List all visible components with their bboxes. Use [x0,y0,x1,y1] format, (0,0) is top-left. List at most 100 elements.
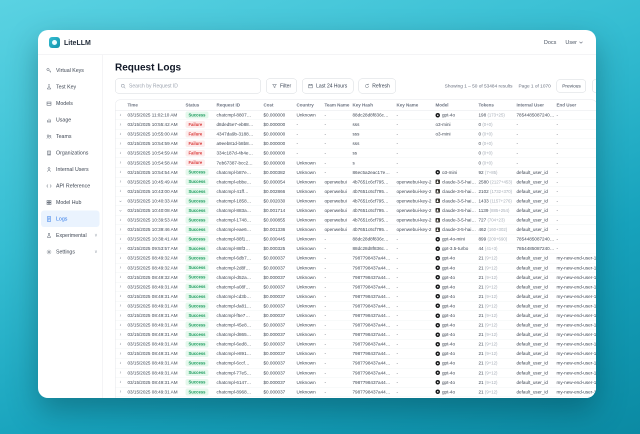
user-menu[interactable]: User [565,39,583,45]
status-badge: Success [185,226,209,233]
cell-tokens: 21 (9+12) [478,265,498,271]
docs-link[interactable]: Docs [543,39,557,46]
table-row[interactable]: › 03/15/2025 10:55:42 AM Failure d8ded5e… [115,120,596,130]
table-row[interactable]: › 03/15/2025 10:43:00 AM Success chatcmp… [115,187,596,197]
next-page-button[interactable]: Next [592,79,596,93]
expand-row-chevron-icon[interactable]: › [119,245,122,252]
expand-row-chevron-icon[interactable]: › [119,370,122,376]
expand-row-chevron-icon[interactable]: › [119,350,122,357]
cell-key-hash: ss [352,150,358,156]
expand-row-chevron-icon[interactable]: › [119,112,122,118]
sidebar-item-experimental[interactable]: Experimental ∨ [38,227,103,244]
table-row[interactable]: › 03/15/2025 10:55:00 AM Failure 4347da9… [115,130,596,140]
table-row[interactable]: › 03/15/2025 08:49:31 AM Success chatcmp… [115,282,596,292]
table-row[interactable]: › 03/15/2025 08:49:32 AM Success chatcmp… [115,263,596,273]
pagination: Showing 1 – 50 of 53484 results Page 1 o… [445,79,596,93]
table-row[interactable]: › 03/15/2025 10:54:58 AM Failure 7eb6738… [115,158,596,168]
status-badge: Failure [185,140,206,148]
table-row[interactable]: › 03/15/2025 10:45:49 AM Success chatcmp… [115,177,596,187]
table-row[interactable]: › 03/15/2025 08:49:31 AM Success chatcmp… [116,397,597,398]
cell-cost: $0.000037 [263,341,286,347]
table-row[interactable]: ⌄ 03/15/2025 10:40:33 AM Success chatcmp… [115,196,596,206]
expand-row-chevron-icon[interactable]: › [119,160,122,166]
table-row[interactable]: › 03/15/2025 08:49:31 AM Success chatcmp… [115,330,596,340]
sidebar-item-teams[interactable]: Teams [38,128,103,145]
table-row[interactable]: › 03/15/2025 08:49:32 AM Success chatcmp… [115,254,596,264]
table-row[interactable]: › 03/15/2025 08:49:31 AM Success chatcmp… [115,340,596,350]
sidebar-item-settings[interactable]: Settings ∨ [38,244,103,261]
cell-request-id: 7eb67387-bcc2… [216,160,253,166]
cell-cost: $0.000000 [263,141,286,147]
expand-row-chevron-icon[interactable]: › [119,169,122,176]
time-range-button[interactable]: Last 24 Hours [302,78,354,94]
expand-row-chevron-icon[interactable]: ⌄ [118,198,123,204]
table-row[interactable]: › 03/15/2025 08:49:31 AM Success chatcmp… [115,378,596,388]
expand-row-chevron-icon[interactable]: › [119,188,122,195]
filter-button[interactable]: Filter [266,78,298,94]
app-name: LiteLLM [64,38,91,47]
expand-row-chevron-icon[interactable]: › [119,121,122,128]
cell-team-name: - [324,274,327,280]
expand-row-chevron-icon[interactable]: › [119,293,122,300]
column-header-team-name: Team Name [324,102,350,108]
table-row[interactable]: › 03/15/2025 08:49:31 AM Success chatcmp… [115,387,596,397]
table-row[interactable]: › 03/15/2025 11:02:10 AM Success chatcmp… [115,111,596,121]
table-row[interactable]: › 03/15/2025 08:49:31 AM Success chatcmp… [115,359,596,369]
expand-row-chevron-icon[interactable]: › [119,341,122,347]
expand-row-chevron-icon[interactable]: › [119,360,122,366]
expand-row-chevron-icon[interactable]: › [119,140,122,147]
sidebar-item-test-key[interactable]: Test Key [38,79,103,96]
table-row[interactable]: › 03/15/2025 10:39:46 AM Success chatcmp… [115,225,596,235]
expand-row-chevron-icon[interactable]: › [119,331,122,338]
table-row[interactable]: ⌄ 03/15/2025 10:40:08 AM Success chatcmp… [115,206,596,216]
expand-row-chevron-icon[interactable]: › [119,274,122,281]
expand-row-chevron-icon[interactable]: ⌄ [118,207,123,214]
table-row[interactable]: › 03/15/2025 08:49:32 AM Success chatcmp… [115,273,596,283]
search-input[interactable]: Search by Request ID [115,78,261,94]
table-row[interactable]: › 03/15/2025 08:49:31 AM Success chatcmp… [115,292,596,302]
sidebar-item-model-hub[interactable]: Model Hub [38,194,103,211]
sidebar-item-virtual-keys[interactable]: Virtual Keys [38,62,103,79]
expand-row-chevron-icon[interactable]: › [119,312,122,319]
table-row[interactable]: › 03/15/2025 08:49:31 AM Success chatcmp… [115,321,596,331]
sidebar-item-organizations[interactable]: Organizations [38,145,103,162]
refresh-button[interactable]: Refresh [358,78,396,94]
sidebar-item-usage[interactable]: Usage [38,112,103,129]
brand[interactable]: LiteLLM [49,36,91,48]
cell-time: 03/15/2025 10:40:08 AM [127,207,178,213]
expand-row-chevron-icon[interactable]: › [119,150,122,156]
table-row[interactable]: › 03/15/2025 09:53:57 AM Success chatcmp… [115,244,596,254]
expand-row-chevron-icon[interactable]: › [119,303,122,309]
cell-key-hash: 4b7651c6cf795… [352,179,389,185]
table-row[interactable]: › 03/15/2025 10:39:53 AM Success chatcmp… [115,216,596,226]
usage-chart-icon [47,118,51,122]
expand-row-chevron-icon[interactable]: › [119,379,122,386]
expand-row-chevron-icon[interactable]: › [119,389,122,395]
previous-page-button[interactable]: Previous [556,79,587,93]
expand-row-chevron-icon[interactable]: › [119,236,122,242]
expand-row-chevron-icon[interactable]: › [119,255,122,261]
table-row[interactable]: › 03/15/2025 08:49:31 AM Success chatcmp… [115,301,596,311]
expand-row-chevron-icon[interactable]: › [119,179,122,185]
table-row[interactable]: › 03/15/2025 10:54:59 AM Failure a9eeb81… [115,139,596,149]
sidebar-item-models[interactable]: Models [38,95,103,112]
sidebar-item-api-reference[interactable]: API Reference [38,178,103,195]
cell-end-user: - [556,150,559,156]
expand-row-chevron-icon[interactable]: › [119,322,122,328]
table-row[interactable]: › 03/15/2025 10:54:54 AM Success chatcmp… [115,168,596,178]
expand-row-chevron-icon[interactable]: › [119,226,122,233]
expand-row-chevron-icon[interactable]: › [119,217,122,223]
cell-model: gpt-4o-mini [435,237,479,242]
expand-row-chevron-icon[interactable]: › [119,284,122,290]
table-row[interactable]: › 03/15/2025 08:49:31 AM Success chatcmp… [115,311,596,321]
expand-row-chevron-icon[interactable]: › [119,265,122,271]
cell-request-id: chatcmpl-1858… [216,198,252,204]
table-row[interactable]: › 03/15/2025 08:49:31 AM Success chatcmp… [115,349,596,359]
expand-row-chevron-icon[interactable]: › [119,131,122,137]
sidebar-item-logs[interactable]: Logs [41,210,100,227]
table-row[interactable]: › 03/15/2025 10:38:41 AM Success chatcmp… [115,235,596,245]
table-row[interactable]: › 03/15/2025 10:54:59 AM Failure 334c187… [115,149,596,159]
table-row[interactable]: › 03/15/2025 08:49:31 AM Success chatcmp… [115,368,596,378]
status-badge: Failure [185,159,206,167]
sidebar-item-internal-users[interactable]: Internal Users [38,161,103,178]
